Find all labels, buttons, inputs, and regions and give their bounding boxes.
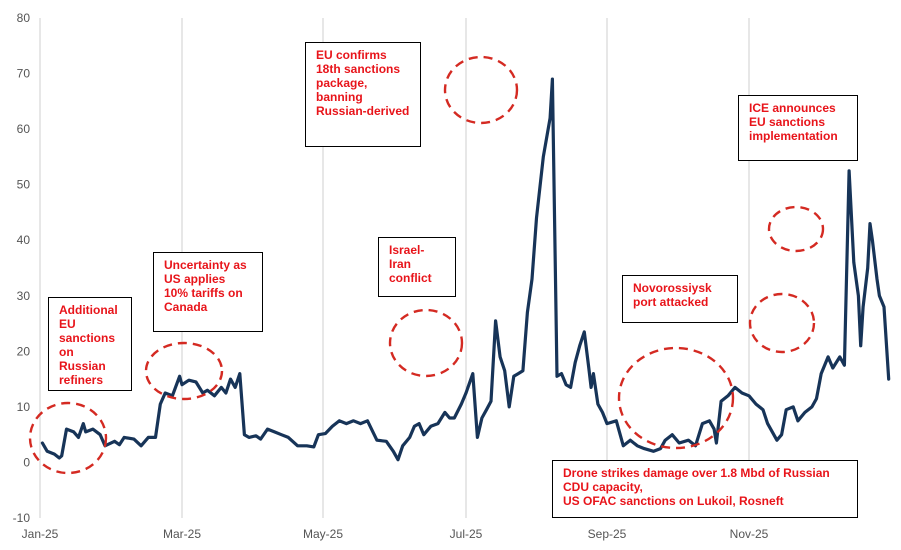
x-tick-label: Nov-25 [730, 527, 769, 541]
y-tick-label: 80 [17, 11, 31, 25]
series-line [40, 77, 891, 462]
callout-circle-novorossiysk [748, 292, 816, 354]
y-tick-label: 50 [17, 178, 31, 192]
callout-circles [28, 55, 825, 475]
callout-circle-drone-ofac [617, 346, 735, 450]
y-tick-label: 0 [23, 455, 30, 469]
callout-circle-refiners [28, 401, 108, 475]
y-tick-label: -10 [13, 511, 31, 525]
x-tick-label: Jan-25 [22, 527, 59, 541]
callout-circle-ice [767, 205, 825, 253]
annotation-eu-package: EU confirms 18th sanctions package, bann… [305, 42, 421, 147]
callout-circle-israel-iran [388, 308, 464, 378]
annotation-refiners: Additional EU sanctions on Russian refin… [48, 297, 132, 391]
annotation-ice: ICE announces EU sanctions implementatio… [738, 95, 858, 161]
annotation-drone-ofac: Drone strikes damage over 1.8 Mbd of Rus… [552, 460, 858, 518]
y-tick-label: 10 [17, 400, 31, 414]
x-axis-ticks: Jan-25 Mar-25 May-25 Jul-25 Sep-25 Nov-25 [22, 527, 769, 541]
y-tick-label: 60 [17, 122, 31, 136]
y-tick-label: 20 [17, 344, 31, 358]
x-tick-label: Mar-25 [163, 527, 201, 541]
annotation-israel-iran: Israel- Iran conflict [378, 237, 456, 297]
series-group [40, 77, 891, 462]
annotation-tariffs: Uncertainty as US applies 10% tariffs on… [153, 252, 263, 332]
y-axis-ticks: -10 0 10 20 30 40 50 60 70 80 [13, 11, 31, 525]
y-tick-label: 70 [17, 67, 31, 81]
annotation-novorossiysk: Novorossiysk port attacked [622, 275, 738, 323]
y-tick-label: 40 [17, 233, 31, 247]
x-tick-label: Sep-25 [588, 527, 627, 541]
callout-circle-tariffs [144, 341, 224, 401]
x-tick-label: Jul-25 [450, 527, 483, 541]
y-tick-label: 30 [17, 289, 31, 303]
callout-circle-eu-package [443, 55, 519, 125]
x-tick-label: May-25 [303, 527, 343, 541]
